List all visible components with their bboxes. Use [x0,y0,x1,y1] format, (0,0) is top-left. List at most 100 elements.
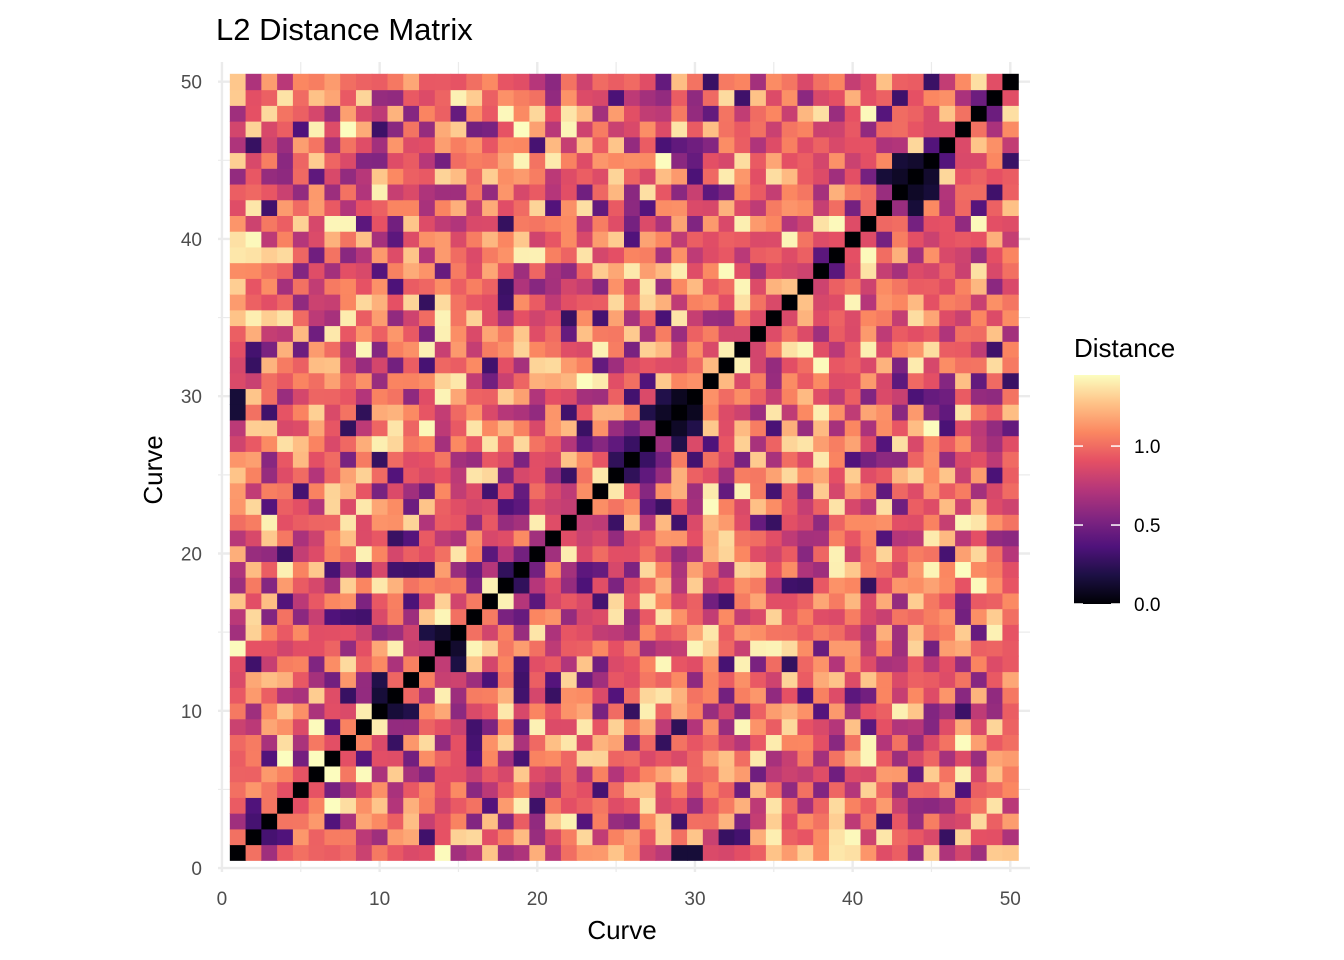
heatmap-cell [718,797,735,814]
heatmap-cell [1002,435,1019,452]
heatmap-cell [813,262,830,279]
heatmap-cell [434,498,452,515]
heatmap-cell [1002,293,1019,311]
heatmap-cell [308,278,326,295]
heatmap-cell [687,168,704,185]
legend-ticks: 0.00.51.0 [1074,437,1160,616]
heatmap-cell [497,608,515,625]
heatmap-cell [828,592,846,610]
heatmap-cell [955,592,972,610]
heatmap-cell [860,577,877,594]
heatmap-cell [718,246,735,264]
heatmap-cell [529,655,546,673]
heatmap-cell [277,671,294,688]
heatmap-cell [970,608,988,625]
heatmap-cell [765,577,783,594]
heatmap-cell [797,183,814,201]
heatmap-cell [860,592,877,610]
heatmap-cell [671,246,688,264]
heatmap-cell [545,655,562,673]
heatmap-cell [340,514,357,531]
heatmap-cell [592,168,609,185]
heatmap-cell [245,293,262,311]
heatmap-cell [450,293,467,311]
heatmap-cell [419,828,436,846]
heatmap-cell [277,765,294,783]
heatmap-cell [844,215,862,232]
heatmap-cell [828,388,846,405]
heatmap-cell [245,734,262,751]
heatmap-cell [844,183,862,201]
heatmap-cell [292,152,310,169]
heatmap-cell [340,215,357,232]
heatmap-cell [450,781,467,798]
heatmap-cell [955,702,972,720]
heatmap-cell [876,844,893,861]
heatmap-cell [955,828,972,846]
heatmap-cell [387,183,404,201]
heatmap-cell [797,671,814,688]
heatmap-cell [576,781,594,798]
heatmap-cell [229,168,247,185]
heatmap-cell [955,199,972,216]
heatmap-cell [497,718,515,736]
heatmap-cell [892,813,909,830]
heatmap-cell [718,356,735,374]
heatmap-cell [497,231,515,248]
heatmap-cell [387,231,404,248]
heatmap-cell [718,640,735,657]
heatmap-cell [340,246,357,264]
heatmap-cell [324,356,341,374]
heatmap-cell [340,687,357,704]
heatmap-cell [592,215,609,232]
heatmap-cell [687,687,704,704]
heatmap-cell [702,687,720,704]
heatmap-cell [261,105,278,122]
heatmap-cell [576,750,594,767]
heatmap-cell [292,451,310,468]
heatmap-cell [765,750,783,767]
heatmap-cell [355,215,373,232]
heatmap-cell [750,73,767,91]
heatmap-cell [576,608,594,625]
heatmap-cell [986,655,1004,673]
heatmap-cell [513,844,530,861]
heatmap-cell [403,687,420,704]
heatmap-cell [324,231,341,248]
heatmap-cell [734,797,751,814]
heatmap-cell [324,435,341,452]
heatmap-cell [718,561,735,578]
heatmap-cell [986,262,1004,279]
heatmap-cell [466,514,483,531]
heatmap-cell [513,577,530,594]
heatmap-cell [497,404,515,421]
heatmap-cell [450,624,467,641]
heatmap-cell [371,797,389,814]
heatmap-cell [797,529,814,547]
heatmap-cell [639,404,657,421]
heatmap-cell [482,608,499,625]
heatmap-cell [308,844,326,861]
heatmap-cell [1002,561,1019,578]
heatmap-cell [529,451,546,468]
heatmap-cell [860,624,877,641]
heatmap-cell [497,136,515,154]
heatmap-cell [860,671,877,688]
heatmap-cell [765,592,783,610]
heatmap-cell [340,372,357,389]
heatmap-cell [261,482,278,500]
heatmap-cell [765,529,783,547]
heatmap-cell [813,215,830,232]
heatmap-cell [324,215,341,232]
heatmap-cell [639,718,657,736]
heatmap-cell [371,404,389,421]
heatmap-cell [324,529,341,547]
heatmap-cell [734,781,751,798]
heatmap-cell [545,467,562,484]
heatmap-cell [592,120,609,138]
heatmap-cell [387,215,404,232]
heatmap-cell [828,404,846,421]
heatmap-cell [1002,592,1019,610]
heatmap-cell [655,372,672,389]
heatmap-cell [844,309,862,327]
